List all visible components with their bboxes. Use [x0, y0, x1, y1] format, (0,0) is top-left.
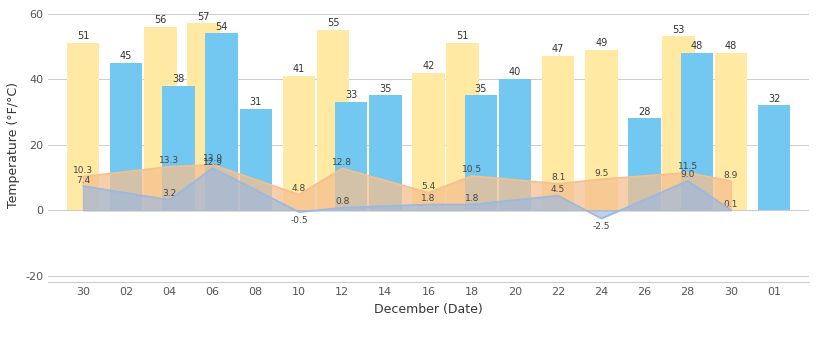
Text: 45: 45 [120, 51, 133, 61]
Text: 13.3: 13.3 [159, 156, 179, 165]
Text: 54: 54 [216, 21, 228, 31]
Text: -0.5: -0.5 [290, 216, 308, 225]
Text: 35: 35 [475, 84, 487, 94]
Bar [499, 79, 531, 210]
Bar [681, 53, 713, 210]
Bar [240, 109, 272, 210]
Text: 10.5: 10.5 [461, 165, 481, 174]
Text: 0.1: 0.1 [724, 199, 738, 209]
Bar [369, 96, 402, 210]
Bar [662, 37, 695, 210]
Bar [542, 56, 574, 210]
Y-axis label: Temperature (°F/°C): Temperature (°F/°C) [7, 82, 20, 208]
Text: 35: 35 [379, 84, 392, 94]
Text: 53: 53 [672, 25, 685, 35]
Text: 8.9: 8.9 [724, 171, 738, 180]
Text: 32: 32 [768, 94, 780, 104]
Text: 47: 47 [552, 45, 564, 55]
Text: 40: 40 [509, 67, 521, 77]
Text: 48: 48 [725, 41, 737, 51]
Text: 11.5: 11.5 [677, 162, 698, 171]
Text: 3.2: 3.2 [163, 189, 177, 198]
Text: 13.9: 13.9 [203, 154, 222, 163]
Text: 12.8: 12.8 [332, 158, 352, 167]
Bar [144, 27, 177, 210]
Text: 55: 55 [327, 18, 339, 28]
Text: 49: 49 [595, 38, 608, 48]
Bar [465, 96, 497, 210]
Text: 1.8: 1.8 [422, 194, 436, 203]
Text: 4.5: 4.5 [551, 185, 565, 194]
Text: 8.1: 8.1 [551, 173, 565, 182]
Text: 51: 51 [77, 31, 90, 41]
Bar [758, 105, 790, 210]
Text: 7.4: 7.4 [76, 176, 90, 185]
Text: 5.4: 5.4 [422, 182, 436, 191]
Text: 4.8: 4.8 [292, 184, 306, 193]
Text: 10.3: 10.3 [73, 166, 93, 175]
Bar [206, 33, 238, 210]
Text: 9.5: 9.5 [594, 169, 608, 178]
Bar [715, 53, 747, 210]
Text: 57: 57 [198, 12, 210, 22]
Text: -2.5: -2.5 [593, 222, 610, 231]
Bar [585, 50, 618, 210]
Bar [335, 102, 368, 210]
Text: 56: 56 [154, 15, 167, 25]
Bar [628, 118, 661, 210]
Text: 12.9: 12.9 [203, 157, 222, 167]
Text: 48: 48 [691, 41, 703, 51]
Text: 33: 33 [345, 90, 358, 100]
Text: 31: 31 [250, 97, 262, 107]
Bar [67, 43, 100, 210]
Bar [188, 23, 220, 210]
Text: 51: 51 [457, 31, 469, 41]
X-axis label: December (Date): December (Date) [374, 303, 483, 316]
Text: 28: 28 [638, 107, 651, 117]
Text: 0.8: 0.8 [335, 197, 349, 206]
Bar [163, 86, 195, 210]
Bar [447, 43, 479, 210]
Bar [283, 76, 315, 210]
Bar [413, 72, 445, 210]
Bar [317, 30, 349, 210]
Text: 41: 41 [293, 64, 305, 74]
Bar [110, 63, 143, 210]
Text: 1.8: 1.8 [465, 194, 479, 203]
Text: 9.0: 9.0 [681, 171, 695, 180]
Text: 38: 38 [173, 74, 184, 84]
Text: 42: 42 [422, 61, 435, 71]
